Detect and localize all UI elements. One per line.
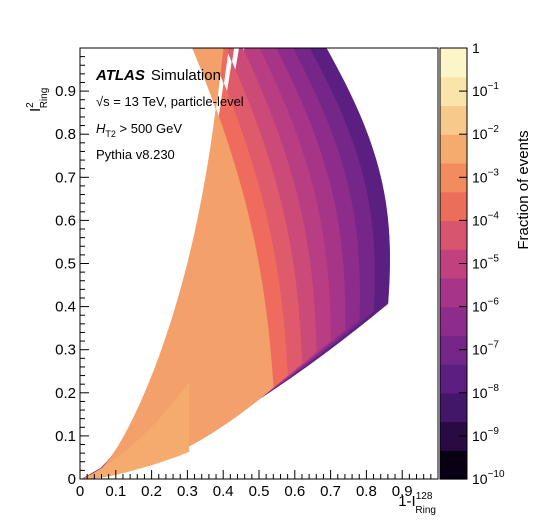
y-tick-label: 0.3 bbox=[55, 342, 76, 359]
y-tick-label: 0.1 bbox=[55, 428, 76, 445]
y-tick-label: 0.9 bbox=[55, 83, 76, 100]
atlas-label: ATLAS Simulation bbox=[95, 67, 221, 84]
y-tick-label: 0.6 bbox=[55, 212, 76, 229]
colorbar-tick-label: 10−5 bbox=[472, 254, 499, 272]
y-tick-label: 0.2 bbox=[55, 385, 76, 402]
y-tick-label: 0.7 bbox=[55, 169, 76, 186]
generator-label: Pythia v8.230 bbox=[96, 147, 175, 162]
y-tick-label: 0.8 bbox=[55, 126, 76, 143]
x-tick-label: 0.7 bbox=[320, 483, 341, 500]
y-tick-label: 0.5 bbox=[55, 256, 76, 273]
x-tick-label: 0.4 bbox=[213, 483, 234, 500]
y-axis-title: I2 Ring bbox=[25, 88, 50, 112]
colorbar-tick-labels: 1 10−1 10−2 10−3 10−4 10−5 10−6 10−7 10−8 10−9 10−… bbox=[459, 40, 505, 487]
colorbar-segment bbox=[440, 392, 467, 423]
colorbar-segment bbox=[440, 450, 467, 480]
ht-cut-label: HT2 > 500 GeV bbox=[96, 121, 182, 139]
colorbar-segment bbox=[440, 191, 467, 221]
x-tick-label: 0.2 bbox=[141, 483, 162, 500]
colorbar bbox=[440, 48, 467, 480]
energy-label: √s = 13 TeV, particle-level bbox=[96, 94, 244, 109]
colorbar-tick-label: 1 bbox=[472, 40, 480, 56]
colorbar-segment bbox=[440, 364, 467, 394]
colorbar-tick-label: 10−1 bbox=[472, 81, 499, 99]
colorbar-tick-label: 10−10 bbox=[472, 469, 505, 487]
x-tick-label: 0.3 bbox=[177, 483, 198, 500]
plot-annotations: ATLAS Simulation √s = 13 TeV, particle-le… bbox=[95, 67, 244, 162]
x-tick-label: 0 bbox=[76, 483, 84, 500]
x-tick-label: 0.5 bbox=[249, 483, 270, 500]
colorbar-tick-label: 10−4 bbox=[472, 210, 499, 228]
colorbar-tick-label: 10−2 bbox=[472, 124, 499, 142]
colorbar-tick-label: 10−8 bbox=[472, 383, 499, 401]
colorbar-tick-label: 10−6 bbox=[472, 297, 499, 315]
x-tick-label: 0.1 bbox=[105, 483, 126, 500]
heatmap-layer bbox=[81, 48, 390, 479]
x-tick-label: 0.6 bbox=[284, 483, 305, 500]
colorbar-segment bbox=[440, 306, 467, 336]
colorbar-title: Fraction of events bbox=[515, 130, 532, 249]
colorbar-tick-label: 10−3 bbox=[472, 167, 499, 185]
colorbar-tick-label: 10−9 bbox=[472, 426, 499, 444]
y-tick-label: 0.4 bbox=[55, 299, 76, 316]
colorbar-segment bbox=[440, 105, 467, 135]
x-axis: 0 0.1 0.2 0.3 0.4 0.5 0.6 0.7 0.8 0.9 bbox=[76, 470, 432, 500]
x-axis-title: 1-I128 Ring bbox=[398, 491, 436, 516]
y-tick-label: 0 bbox=[68, 471, 76, 488]
x-tick-label: 0.8 bbox=[356, 483, 377, 500]
colorbar-segment bbox=[440, 48, 467, 78]
colorbar-segment bbox=[440, 277, 467, 308]
colorbar-segment bbox=[440, 220, 467, 250]
density-peak bbox=[81, 382, 190, 479]
colorbar-tick-label: 10−7 bbox=[472, 340, 499, 358]
colorbar-segment bbox=[440, 134, 467, 164]
y-axis: 0 0.1 0.2 0.3 0.4 0.5 0.6 0.7 0.8 0.9 bbox=[55, 56, 89, 488]
x-tick-label: 0.9 bbox=[392, 483, 413, 500]
